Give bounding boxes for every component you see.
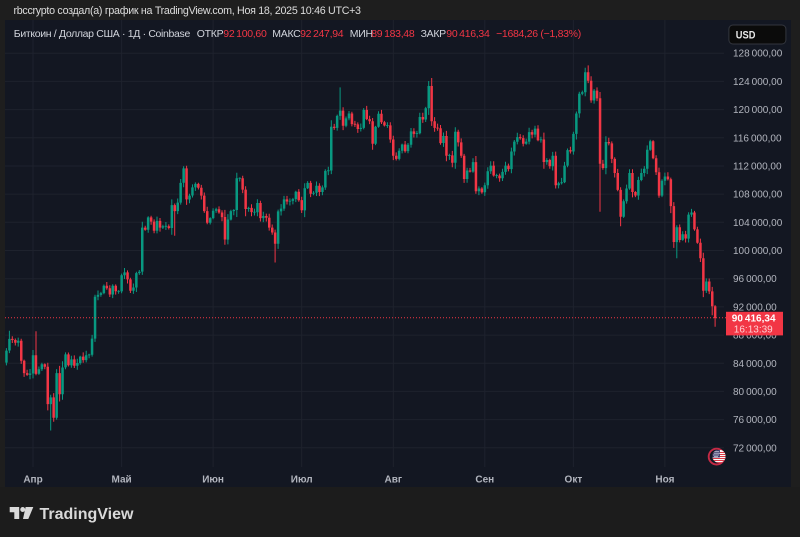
svg-text:92 247,94: 92 247,94 (300, 28, 344, 40)
svg-text:90 416,34: 90 416,34 (446, 28, 490, 40)
svg-text:TradingView: TradingView (40, 506, 135, 523)
svg-text:Окт: Окт (565, 475, 583, 486)
svg-text:72 000,00: 72 000,00 (733, 443, 777, 454)
svg-text:104 000,00: 104 000,00 (733, 218, 783, 229)
svg-text:80 000,00: 80 000,00 (733, 387, 777, 398)
svg-text:92 100,60: 92 100,60 (223, 28, 267, 40)
svg-text:Май: Май (112, 475, 132, 486)
svg-text:МАКС: МАКС (272, 28, 301, 40)
svg-text:Сен: Сен (475, 475, 494, 486)
svg-text:124 000,00: 124 000,00 (733, 77, 783, 88)
svg-text:128 000,00: 128 000,00 (733, 49, 783, 60)
svg-text:88 000,00: 88 000,00 (733, 331, 777, 342)
svg-text:−1684,26 (−1,83%): −1684,26 (−1,83%) (496, 28, 581, 40)
svg-text:112 000,00: 112 000,00 (733, 162, 782, 173)
svg-text:Ноя: Ноя (655, 475, 674, 486)
svg-text:120 000,00: 120 000,00 (733, 105, 783, 116)
svg-text:96 000,00: 96 000,00 (733, 274, 777, 285)
svg-text:Авг: Авг (385, 475, 403, 486)
svg-text:rbccrypto создал(а) график на: rbccrypto создал(а) график на TradingVie… (14, 5, 362, 17)
svg-text:USD: USD (736, 29, 756, 41)
svg-text:116 000,00: 116 000,00 (733, 133, 782, 144)
svg-text:100 000,00: 100 000,00 (733, 246, 783, 257)
svg-text:ОТКР: ОТКР (197, 28, 224, 40)
svg-text:Биткоин / Доллар США · 1Д · Co: Биткоин / Доллар США · 1Д · Coinbase (14, 28, 191, 40)
svg-text:90 416,34: 90 416,34 (732, 314, 776, 325)
svg-text:Июл: Июл (291, 475, 313, 486)
svg-text:ЗАКР: ЗАКР (421, 28, 447, 40)
svg-text:МИН: МИН (350, 28, 373, 40)
svg-text:89 183,48: 89 183,48 (371, 28, 415, 40)
svg-text:84 000,00: 84 000,00 (733, 359, 777, 370)
svg-text:Апр: Апр (23, 475, 42, 486)
svg-text:92 000,00: 92 000,00 (733, 302, 777, 313)
svg-text:76 000,00: 76 000,00 (733, 415, 777, 426)
svg-text:Июн: Июн (202, 475, 224, 486)
svg-text:108 000,00: 108 000,00 (733, 190, 783, 201)
svg-text:16:13:39: 16:13:39 (734, 324, 773, 335)
